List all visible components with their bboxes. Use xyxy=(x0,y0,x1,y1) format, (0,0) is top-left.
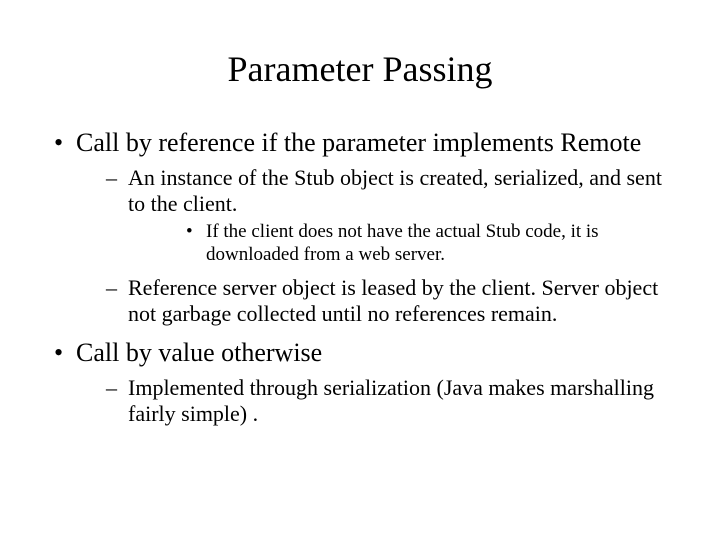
list-item: Reference server object is leased by the… xyxy=(76,275,672,328)
slide-title: Parameter Passing xyxy=(48,48,672,90)
bullet-text: Implemented through serialization (Java … xyxy=(128,375,654,426)
bullet-list-level2: An instance of the Stub object is create… xyxy=(76,165,672,328)
bullet-text: Call by value otherwise xyxy=(76,338,322,367)
list-item: Call by value otherwise Implemented thro… xyxy=(48,338,672,427)
bullet-text: If the client does not have the actual S… xyxy=(206,221,599,265)
bullet-text: Call by reference if the parameter imple… xyxy=(76,128,641,157)
bullet-text: An instance of the Stub object is create… xyxy=(128,165,662,216)
list-item: Implemented through serialization (Java … xyxy=(76,375,672,428)
bullet-text: Reference server object is leased by the… xyxy=(128,275,658,326)
list-item: If the client does not have the actual S… xyxy=(128,221,672,267)
bullet-list-level3: If the client does not have the actual S… xyxy=(128,221,672,267)
list-item: An instance of the Stub object is create… xyxy=(76,165,672,267)
list-item: Call by reference if the parameter imple… xyxy=(48,128,672,328)
bullet-list-level1: Call by reference if the parameter imple… xyxy=(48,128,672,427)
slide: Parameter Passing Call by reference if t… xyxy=(0,0,720,540)
bullet-list-level2: Implemented through serialization (Java … xyxy=(76,375,672,428)
